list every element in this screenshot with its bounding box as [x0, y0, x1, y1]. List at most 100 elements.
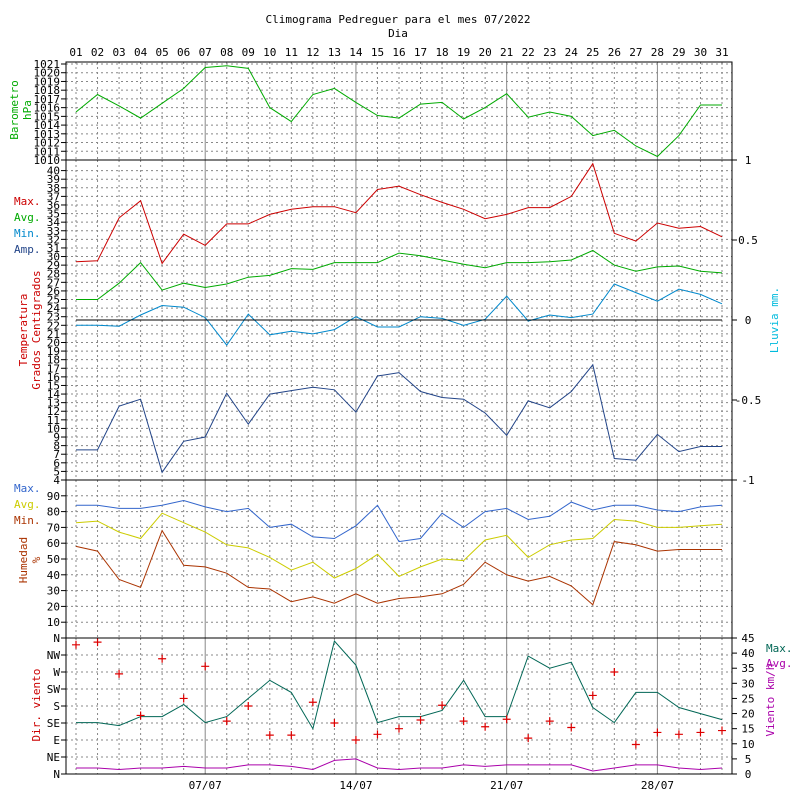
day-label: 10	[263, 46, 276, 59]
wind-direction-point	[653, 728, 662, 737]
day-label: 23	[543, 46, 556, 59]
wind-direction-point	[588, 691, 597, 700]
wind-direction-point	[158, 654, 167, 663]
day-label: 28	[651, 46, 664, 59]
day-label: 03	[112, 46, 125, 59]
temp-tick-label: 31	[47, 242, 60, 255]
wind-direction-point	[222, 717, 231, 726]
baro-tick-label: 1010	[34, 154, 61, 167]
temperature-unit: Grados Centigrados	[30, 270, 43, 389]
temp-tick-label: 16	[47, 371, 60, 384]
temp-tick-label: 5	[53, 465, 60, 478]
wind-direction-point	[244, 702, 253, 710]
hum-tick-label: 70	[47, 521, 60, 534]
dir-tick-label: SE	[47, 717, 60, 730]
temp-tick-label: 29	[47, 259, 60, 272]
day-label: 18	[435, 46, 448, 59]
humidity-legend: Avg.	[14, 498, 41, 511]
baro-tick-label: 1017	[34, 93, 61, 106]
day-label: 02	[91, 46, 104, 59]
rain-tick-label: 0	[745, 314, 752, 327]
hum-tick-label: 20	[47, 600, 60, 613]
wind-direction-point	[395, 724, 403, 733]
humidity-line	[76, 499, 723, 543]
rain-tick-label: 1	[745, 154, 752, 167]
temp-tick-label: 39	[47, 173, 60, 186]
dir-tick-label: N	[53, 632, 60, 645]
wind-direction-point	[481, 722, 490, 731]
day-label: 04	[134, 46, 148, 59]
temp-tick-label: 24	[47, 302, 61, 315]
wind-frame	[65, 637, 733, 775]
temp-tick-label: 30	[47, 251, 60, 264]
temp-tick-label: 35	[47, 208, 60, 221]
wind-direction-point	[287, 731, 296, 740]
wind-direction-point	[115, 669, 124, 678]
dir-tick-label: N	[53, 768, 60, 781]
week-label: 28/07	[641, 779, 674, 792]
temp-tick-label: 11	[47, 414, 60, 427]
hum-tick-label: 80	[47, 506, 60, 519]
wind-direction-point	[72, 640, 80, 649]
wind-direction-point	[373, 730, 382, 739]
wind-direction-point	[416, 715, 425, 724]
day-label: 15	[371, 46, 384, 59]
wind-direction-point	[330, 719, 339, 727]
wind-direction-point	[459, 717, 468, 726]
wind-direction-point	[631, 740, 640, 749]
day-label: 30	[694, 46, 707, 59]
temp-tick-label: 12	[47, 405, 60, 418]
hum-tick-label: 10	[47, 616, 60, 629]
speed-tick-label: 15	[741, 723, 754, 736]
day-label: 29	[672, 46, 685, 59]
temperature-legend: Amp.	[14, 243, 41, 256]
day-label: 22	[522, 46, 535, 59]
temp-tick-label: 27	[47, 276, 60, 289]
temp-tick-label: 26	[47, 285, 60, 298]
temp-tick-label: 34	[47, 216, 61, 229]
dir-tick-label: S	[53, 700, 60, 713]
wind-direction-ylabel: Dir. viento	[30, 669, 43, 742]
wind-direction-point	[351, 736, 360, 744]
temperature-legend: Min.	[14, 227, 41, 240]
rain-ylabel: Lluvia mm.	[768, 287, 781, 353]
baro-tick-label: 1021	[34, 58, 61, 71]
humidity-unit: %	[30, 556, 43, 563]
humidity-ylabel: Humedad	[17, 537, 30, 583]
temperature-line	[76, 363, 722, 474]
barometer-line	[75, 65, 722, 158]
day-label: 25	[586, 46, 599, 59]
day-label: 09	[242, 46, 255, 59]
humidity-line	[75, 529, 722, 606]
hum-tick-label: 60	[47, 537, 60, 550]
temperature-legend: Avg.	[14, 211, 41, 224]
wind-direction-point	[674, 730, 683, 739]
baro-tick-label: 1014	[34, 119, 61, 132]
humidity-legend: Max.	[14, 482, 41, 495]
baro-tick-label: 1015	[34, 110, 61, 123]
temp-tick-label: 36	[47, 199, 60, 212]
temperature-panel: 4567891011121314151617181920212223242526…	[14, 154, 781, 487]
speed-tick-label: 0	[745, 768, 752, 781]
week-tick-labels: 07/07 14/07 21/07 28/07	[189, 779, 674, 792]
temp-tick-label: 21	[47, 328, 60, 341]
temp-tick-label: 18	[47, 354, 60, 367]
baro-tick-label: 1019	[34, 75, 61, 88]
hum-tick-label: 40	[47, 569, 60, 582]
day-label: 24	[565, 46, 579, 59]
barometer-ylabel: Barometro	[8, 80, 21, 140]
wind-direction-point	[93, 638, 102, 647]
wind-direction-point	[718, 726, 726, 735]
wind-direction-point	[201, 662, 210, 671]
day-label: 17	[414, 46, 427, 59]
speed-tick-label: 40	[741, 647, 754, 660]
baro-tick-label: 1020	[34, 67, 61, 80]
chart-title: Climograma Pedreguer para el mes 07/2022	[266, 13, 531, 26]
speed-tick-label: 20	[741, 708, 754, 721]
day-label: 27	[629, 46, 642, 59]
day-label: 20	[479, 46, 492, 59]
baro-tick-label: 1012	[34, 137, 61, 150]
temp-tick-label: 20	[47, 336, 60, 349]
temp-tick-label: 22	[47, 319, 60, 332]
week-label: 21/07	[490, 779, 523, 792]
